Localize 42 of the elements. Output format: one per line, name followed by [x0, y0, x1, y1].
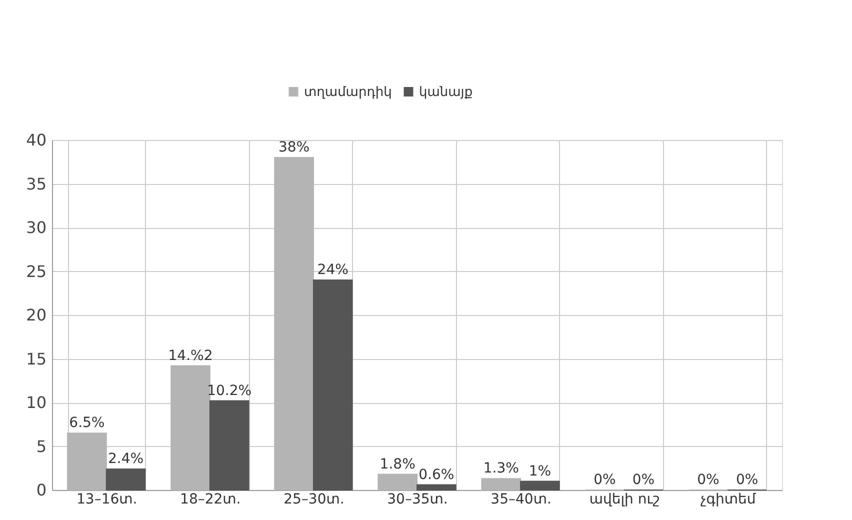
bar — [520, 480, 560, 490]
data-label: 38% — [278, 140, 310, 156]
y-tick-label: 30 — [26, 218, 46, 237]
data-label: 0.6% — [418, 466, 454, 483]
y-tick-label: 10 — [26, 393, 46, 412]
bar — [106, 468, 146, 490]
data-label: 0% — [736, 472, 758, 488]
x-tick-label: 30–35տ. — [387, 492, 448, 508]
legend-label: կանայք — [419, 84, 473, 100]
x-tick-label: 18–22տ. — [180, 492, 241, 508]
data-label: 0% — [697, 472, 720, 488]
y-tick-label: 25 — [26, 262, 46, 281]
bar — [416, 484, 456, 490]
data-label: 2.4% — [108, 451, 144, 467]
x-tick-label: չգիտեմ — [700, 492, 757, 508]
bar — [67, 432, 107, 490]
bar — [170, 365, 210, 490]
data-label: 6.5% — [69, 415, 105, 432]
bar — [312, 280, 353, 490]
bar — [274, 157, 314, 490]
y-tick-label: 5 — [36, 436, 46, 456]
x-tick-label: 35–40տ. — [490, 492, 552, 508]
y-tick-label: 40 — [26, 130, 46, 150]
legend-label: տղամարդիկ — [304, 84, 392, 100]
bar — [481, 478, 522, 490]
data-label: 1.3% — [483, 460, 519, 477]
data-label: 0% — [632, 472, 655, 488]
y-tick-label: 35 — [26, 174, 46, 194]
x-tick-label: 13–16տ. — [76, 492, 138, 508]
y-tick-label: 15 — [26, 349, 46, 368]
y-tick-label: 20 — [26, 306, 46, 324]
x-tick-label: 25–30տ. — [284, 492, 344, 508]
bar — [209, 400, 250, 490]
data-label: 0% — [594, 472, 616, 488]
data-label: 10.2% — [207, 382, 252, 399]
data-label: 14.%2 — [168, 348, 213, 364]
data-label: 24% — [317, 262, 348, 278]
data-label: 1% — [528, 463, 552, 480]
data-label: 1.8% — [380, 456, 416, 472]
bar — [378, 474, 418, 490]
x-tick-label: ավելի ուշ — [589, 492, 660, 508]
y-tick-label: 0 — [36, 480, 46, 500]
